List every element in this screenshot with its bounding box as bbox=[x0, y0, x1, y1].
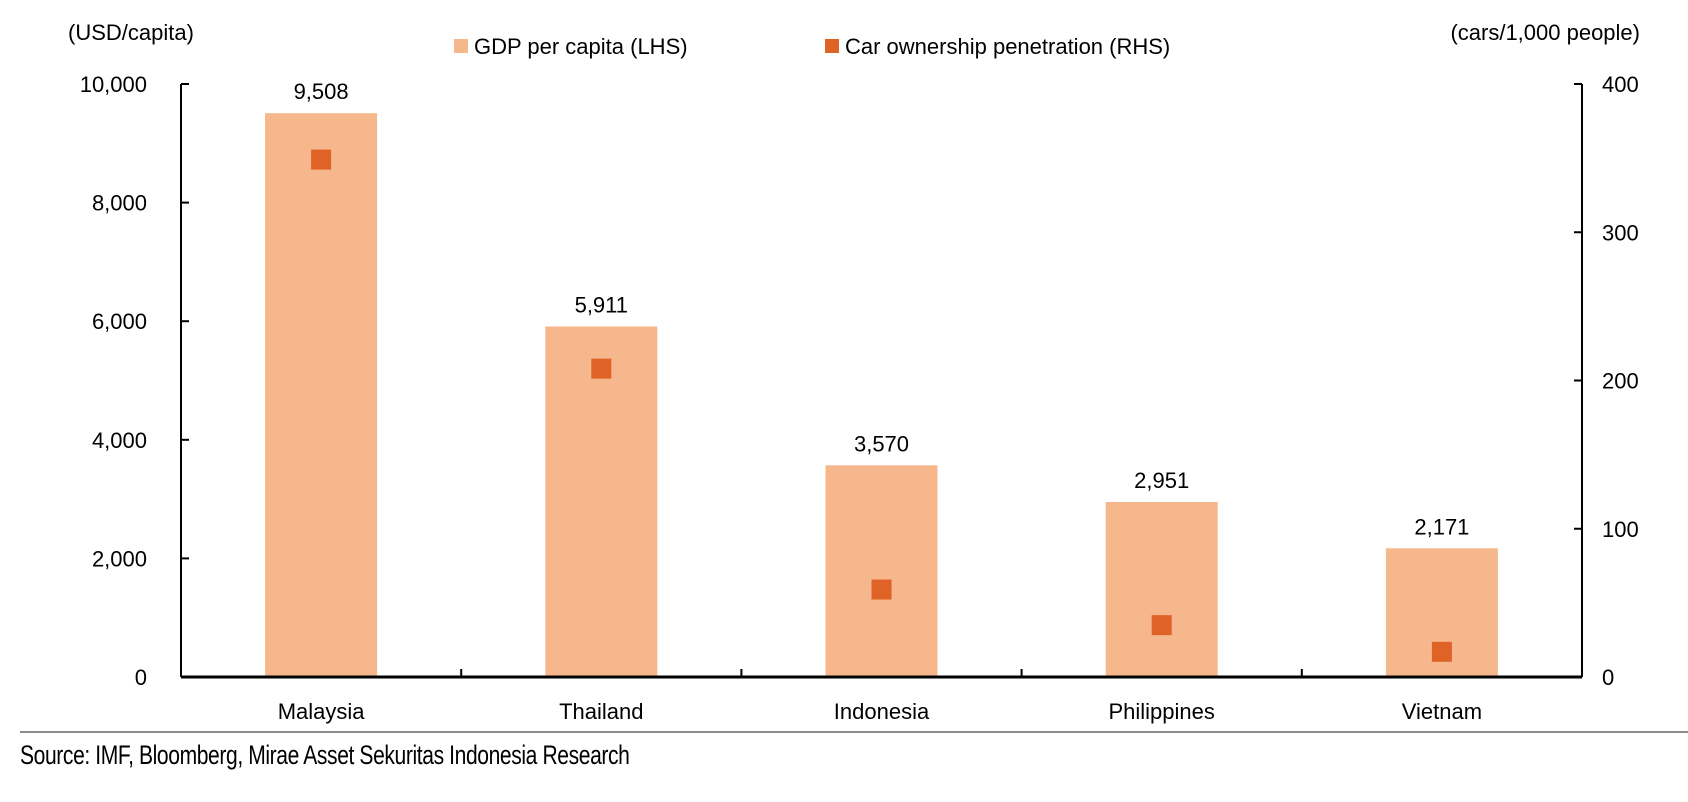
gdp-bar-indonesia bbox=[825, 465, 938, 677]
car-marker-philippines bbox=[1151, 615, 1172, 636]
x-tick-label: Vietnam bbox=[1402, 699, 1482, 724]
x-tick-label: Malaysia bbox=[278, 699, 366, 724]
x-tick-label: Indonesia bbox=[834, 699, 930, 724]
left-tick-label: 0 bbox=[135, 665, 147, 690]
gdp-data-label: 9,508 bbox=[294, 79, 349, 104]
right-tick-label: 300 bbox=[1602, 220, 1639, 245]
gdp-bar-malaysia bbox=[265, 113, 378, 677]
right-tick-label: 100 bbox=[1602, 517, 1639, 542]
left-tick-label: 8,000 bbox=[92, 191, 147, 216]
left-tick-label: 6,000 bbox=[92, 309, 147, 334]
gdp-bar-philippines bbox=[1105, 502, 1218, 677]
car-marker-vietnam bbox=[1431, 641, 1452, 662]
x-tick-label: Philippines bbox=[1108, 699, 1214, 724]
legend-swatch-gdp bbox=[454, 39, 468, 53]
legend-label-gdp: GDP per capita (LHS) bbox=[474, 34, 688, 59]
source-note: Source: IMF, Bloomberg, Mirae Asset Seku… bbox=[20, 740, 630, 770]
legend: GDP per capita (LHS) Car ownership penet… bbox=[454, 34, 1170, 59]
source-divider bbox=[20, 731, 1688, 733]
gdp-data-label: 3,570 bbox=[854, 431, 909, 456]
gdp-data-label: 2,171 bbox=[1414, 514, 1469, 539]
left-axis-label: (USD/capita) bbox=[68, 20, 194, 45]
x-tick-label: Thailand bbox=[559, 699, 643, 724]
left-tick-label: 2,000 bbox=[92, 546, 147, 571]
right-axis-label: (cars/1,000 people) bbox=[1450, 20, 1640, 45]
legend-label-car: Car ownership penetration (RHS) bbox=[845, 34, 1170, 59]
car-marker-thailand bbox=[591, 358, 612, 379]
left-tick-label: 4,000 bbox=[92, 428, 147, 453]
car-marker-indonesia bbox=[871, 579, 892, 600]
right-tick-label: 200 bbox=[1602, 369, 1639, 394]
gdp-data-label: 5,911 bbox=[575, 292, 628, 317]
legend-swatch-car bbox=[825, 39, 839, 53]
right-tick-label: 0 bbox=[1602, 665, 1614, 690]
gdp-bar-thailand bbox=[545, 326, 658, 677]
gdp-data-label: 2,951 bbox=[1134, 468, 1189, 493]
car-marker-malaysia bbox=[311, 149, 332, 170]
right-tick-label: 400 bbox=[1602, 72, 1639, 97]
left-tick-label: 10,000 bbox=[80, 72, 147, 97]
